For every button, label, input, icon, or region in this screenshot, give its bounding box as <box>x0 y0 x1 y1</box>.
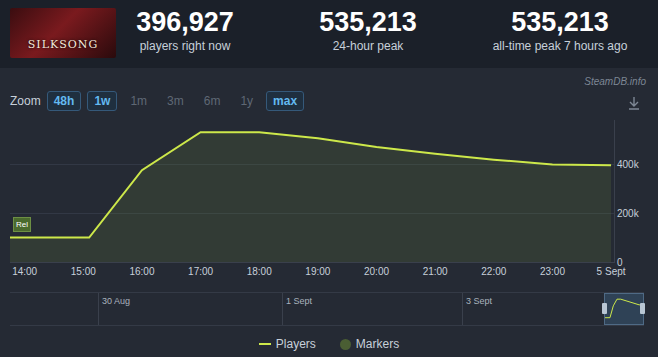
html-text:6m: 6m <box>203 94 221 108</box>
svg-text:Rel: Rel <box>16 220 28 229</box>
svg-text:400k: 400k <box>617 159 640 170</box>
html-text:3m: 3m <box>167 94 184 108</box>
svg-text:19:00: 19:00 <box>305 266 330 277</box>
html-text:30 Aug: 30 Aug <box>102 296 130 306</box>
svg-text:20:00: 20:00 <box>364 266 389 277</box>
svg-text:23:00: 23:00 <box>540 266 565 277</box>
html-text:1 Sept: 1 Sept <box>286 296 312 306</box>
svg-text:15:00: 15:00 <box>71 266 96 277</box>
html-text:1m: 1m <box>130 94 148 108</box>
html-text:max: max <box>273 94 298 108</box>
html-text:all-time peak 7 hours ago: all-time peak 7 hours ago <box>492 39 628 53</box>
svg-text:16:00: 16:00 <box>129 266 154 277</box>
svg-text:5 Sept: 5 Sept <box>597 266 626 277</box>
html-text:SteamDB.info: SteamDB.info <box>584 76 646 87</box>
html-text:24-hour peak: 24-hour peak <box>332 39 404 53</box>
html-text:SILKSONG: SILKSONG <box>27 38 99 51</box>
svg-text:200k: 200k <box>617 208 640 219</box>
svg-text:14:00: 14:00 <box>12 266 37 277</box>
html-text:1y: 1y <box>240 94 254 108</box>
html-text:3 Sept: 3 Sept <box>466 296 492 306</box>
svg-text:22:00: 22:00 <box>481 266 506 277</box>
html-text:players right now: players right now <box>139 39 231 53</box>
html-text:Players: Players <box>275 337 316 351</box>
svg-text:21:00: 21:00 <box>423 266 448 277</box>
html-text:535,213: 535,213 <box>511 7 609 37</box>
html-text:535,213: 535,213 <box>319 7 417 37</box>
svg-text:18:00: 18:00 <box>247 266 272 277</box>
svg-text:0: 0 <box>617 257 623 268</box>
html-text:Zoom: Zoom <box>10 94 41 108</box>
html-text:396,927: 396,927 <box>136 7 234 37</box>
html-text:Markers: Markers <box>355 337 400 351</box>
svg-text:17:00: 17:00 <box>188 266 213 277</box>
html-text:48h: 48h <box>53 94 75 108</box>
html-text:1w: 1w <box>94 94 111 108</box>
